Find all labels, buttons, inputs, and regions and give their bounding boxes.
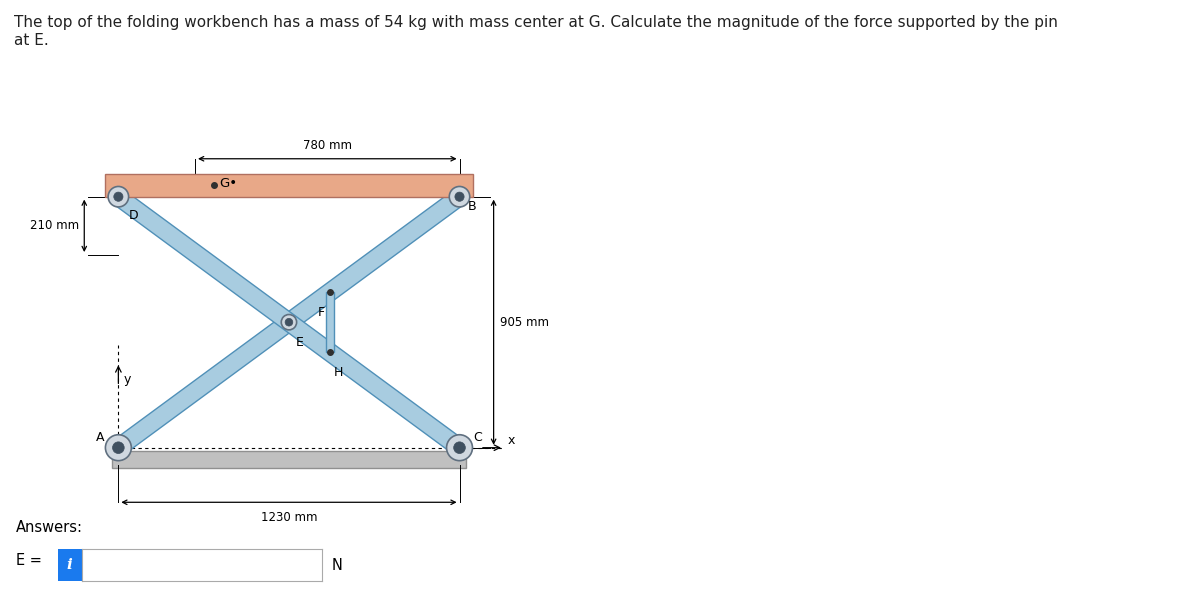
Text: x: x [508,434,515,447]
Circle shape [286,319,293,326]
Text: 210 mm: 210 mm [30,220,79,232]
Polygon shape [104,174,473,197]
Text: 780 mm: 780 mm [302,139,352,152]
Circle shape [455,192,464,201]
Circle shape [281,314,296,330]
Circle shape [114,192,122,201]
Text: Answers:: Answers: [16,520,83,534]
Text: C: C [473,431,482,444]
Text: E =: E = [16,554,42,568]
Circle shape [113,442,125,453]
Circle shape [108,186,128,207]
Polygon shape [113,189,464,455]
Text: D: D [128,208,138,221]
Text: A: A [96,431,104,444]
Text: y: y [124,373,131,386]
Text: E: E [295,336,304,349]
Text: B: B [468,200,476,213]
Text: G•: G• [220,177,238,190]
Text: 905 mm: 905 mm [500,315,550,328]
Text: 1230 mm: 1230 mm [260,511,317,524]
Circle shape [446,435,473,461]
Circle shape [106,435,131,461]
Polygon shape [113,189,464,455]
Text: i: i [67,558,72,572]
Text: F: F [318,306,325,319]
Text: The top of the folding workbench has a mass of 54 kg with mass center at G. Calc: The top of the folding workbench has a m… [14,15,1058,48]
Polygon shape [326,292,334,352]
Text: H: H [334,366,343,379]
Text: N: N [331,558,342,573]
Circle shape [454,442,466,453]
Circle shape [449,186,469,207]
Polygon shape [112,451,467,468]
